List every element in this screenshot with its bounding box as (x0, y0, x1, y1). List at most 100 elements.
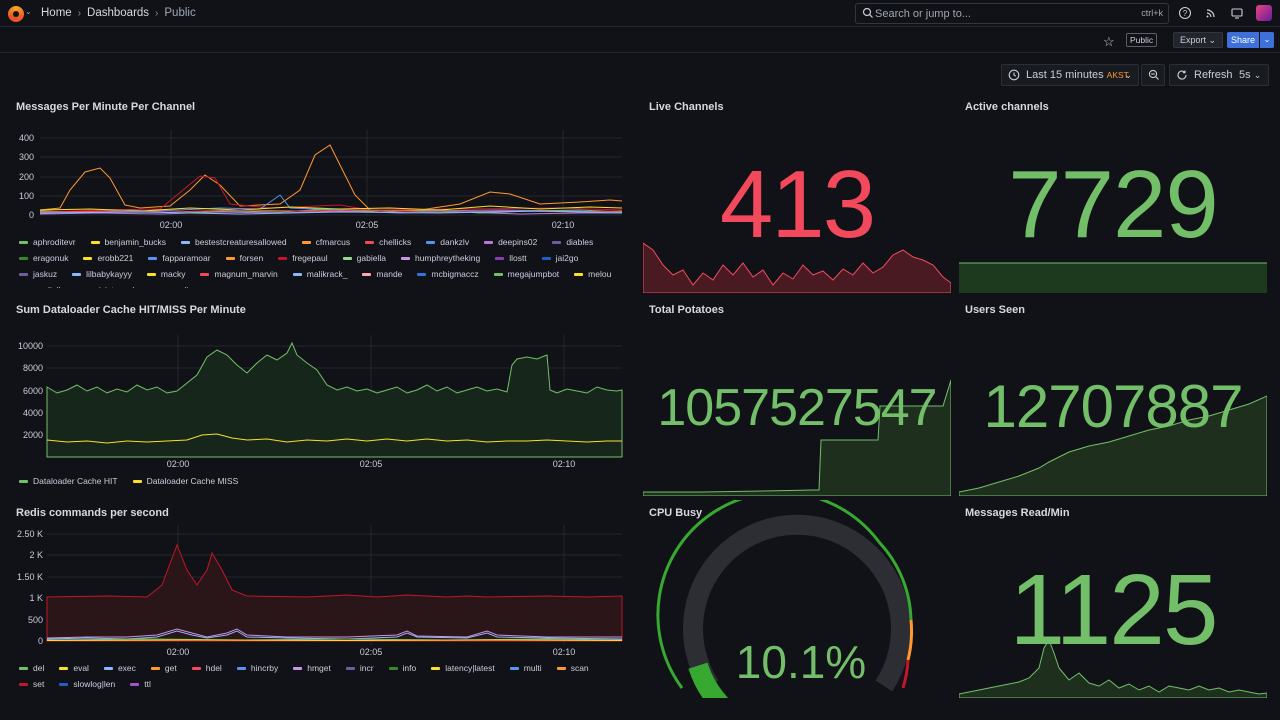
legend-item[interactable]: eragonuk (19, 252, 68, 264)
news-feed-icon[interactable] (1204, 6, 1218, 20)
share-button[interactable]: Share (1227, 32, 1259, 48)
legend-item[interactable]: diables (552, 236, 593, 248)
legend-item[interactable]: scan (556, 662, 589, 674)
legend-item[interactable]: forsen (225, 252, 263, 264)
legend-item[interactable]: aphroditevr (19, 236, 76, 248)
search-placeholder: Search or jump to... (875, 8, 971, 20)
legend-item[interactable]: jaskuz (19, 268, 57, 280)
legend-item[interactable]: Dataloader Cache HIT (19, 475, 118, 487)
y-tick: 2 K (29, 550, 43, 560)
legend-swatch (365, 240, 375, 244)
help-icon[interactable]: ? (1178, 6, 1192, 20)
legend-item[interactable]: latency|latest (431, 662, 495, 674)
legend-item[interactable]: hmget (293, 662, 331, 674)
legend-item[interactable]: magnum_marvin (200, 268, 278, 280)
x-tick: 02:00 (166, 459, 190, 469)
sparkline (959, 638, 1267, 698)
legend-swatch (493, 272, 503, 276)
kiosk-mode-icon[interactable] (1230, 6, 1244, 20)
chevron-down-icon: ⌄ (1124, 70, 1132, 80)
legend-item[interactable]: nosliree (157, 284, 201, 288)
legend-item[interactable]: get (150, 662, 177, 674)
gridlines (40, 130, 622, 216)
grafana-logo-icon[interactable] (8, 6, 24, 22)
legend-item[interactable]: malikrack_ (292, 268, 347, 280)
legend-item[interactable]: Dataloader Cache MISS (132, 475, 238, 487)
legend-item[interactable]: fregepaul (278, 252, 328, 264)
time-range-label: Last 15 minutes (1026, 69, 1104, 81)
search-input[interactable]: Search or jump to... ctrl+k (855, 3, 1169, 24)
legend-item[interactable]: ttl (130, 678, 151, 690)
series-line-fregepaul (39, 175, 623, 213)
chevron-down-icon[interactable]: ⌄ (25, 7, 32, 16)
legend-item[interactable]: benjamin_bucks (90, 236, 166, 248)
refresh-button[interactable]: Refresh 5s ⌄ (1169, 64, 1269, 86)
legend-item[interactable]: megajumpbot (493, 268, 559, 280)
legend-swatch (150, 666, 160, 670)
series-line-cache-miss (46, 433, 622, 444)
legend-item[interactable]: humphreytheking (400, 252, 480, 264)
gauge-threshold-green (877, 540, 913, 621)
series-line-eval (46, 639, 623, 642)
panel-title: Redis commands per second (16, 507, 169, 519)
panel-cpu-busy: CPU Busy 10.1% (643, 500, 951, 698)
y-tick: 1.50 K (16, 572, 43, 582)
legend-item[interactable]: exec (103, 662, 136, 674)
star-icon[interactable]: ☆ (1103, 34, 1115, 49)
legend-item[interactable]: eval (59, 662, 89, 674)
legend-label: nerdiella (33, 285, 65, 288)
zoom-out-button[interactable] (1141, 64, 1165, 86)
legend-item[interactable]: chellicks (365, 236, 411, 248)
legend-item[interactable]: deepins02 (484, 236, 537, 248)
legend-item[interactable]: mcbigmaccz (417, 268, 479, 280)
legend-item[interactable]: info (388, 662, 417, 674)
refresh-interval-select[interactable]: 5s ⌄ (1239, 65, 1261, 85)
refresh-interval-value: 5s (1239, 69, 1251, 81)
user-avatar[interactable] (1256, 5, 1272, 21)
legend-label: ttl (144, 679, 151, 689)
legend-label: nicistemmler (94, 285, 142, 288)
legend-item[interactable]: melou (574, 268, 611, 280)
chevron-down-icon: ⌄ (1208, 35, 1217, 45)
export-button[interactable]: Export ⌄ (1173, 32, 1224, 48)
panel-title: Total Potatoes (649, 304, 724, 316)
legend-item[interactable]: bestestcreaturesallowed (180, 236, 287, 248)
legend-item[interactable]: jai2go (541, 252, 579, 264)
legend-item[interactable]: fapparamoar (148, 252, 211, 264)
legend-item[interactable]: incr (345, 662, 374, 674)
legend-item[interactable]: llostt (495, 252, 527, 264)
legend-item[interactable]: erobb221 (83, 252, 133, 264)
legend-item[interactable]: del (19, 662, 44, 674)
share-menu-chevron-icon[interactable]: ⌄ (1260, 32, 1274, 48)
legend-item[interactable]: mande (362, 268, 402, 280)
breadcrumb: Home › Dashboards › Public (41, 7, 196, 19)
breadcrumb-dashboards[interactable]: Dashboards (87, 7, 150, 19)
legend-swatch (431, 666, 441, 670)
breadcrumb-separator-icon: › (155, 7, 159, 19)
legend-item[interactable]: hdel (191, 662, 222, 674)
legend-swatch (103, 666, 113, 670)
legend-item[interactable]: dankzlv (426, 236, 469, 248)
legend-item[interactable]: nerdiella (19, 284, 65, 288)
legend-swatch (345, 666, 355, 670)
legend-label: jai2go (555, 253, 579, 263)
legend-item[interactable]: hincrby (236, 662, 278, 674)
chevron-down-icon: ⌄ (1253, 70, 1262, 80)
legend-label: slowlog|len (73, 679, 116, 689)
legend-item[interactable]: slowlog|len (59, 678, 115, 690)
legend-item[interactable]: lilbabykayyy (72, 268, 132, 280)
breadcrumb-home[interactable]: Home (41, 7, 72, 19)
legend-item[interactable]: macky (146, 268, 185, 280)
legend-label: hdel (205, 663, 222, 673)
legend-item[interactable]: set (19, 678, 44, 690)
legend-swatch (342, 256, 352, 260)
timezone-badge: AKST (1106, 70, 1129, 80)
legend-item[interactable]: multi (509, 662, 542, 674)
refresh-label: Refresh (1194, 69, 1233, 81)
legend-item[interactable]: nicistemmler (80, 284, 142, 288)
time-range-picker[interactable]: Last 15 minutes AKST ⌄ (1001, 64, 1139, 86)
legend-label: magnum_marvin (214, 269, 278, 279)
legend-item[interactable]: cfmarcus (301, 236, 350, 248)
legend-label: info (402, 663, 417, 673)
legend-item[interactable]: gabiella (342, 252, 386, 264)
